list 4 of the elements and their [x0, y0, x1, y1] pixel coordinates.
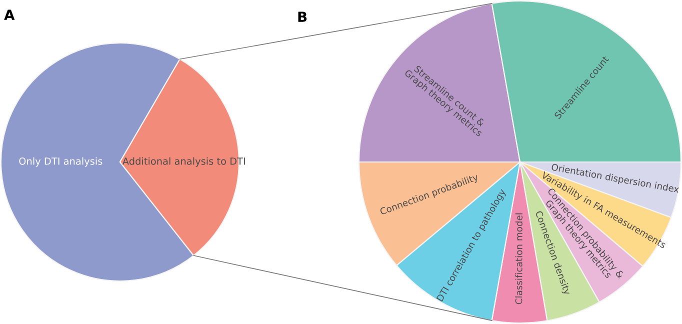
chart-title: A	[4, 10, 15, 20]
slice-label: Classification model	[515, 213, 522, 304]
text: B	[298, 12, 307, 22]
slice-label: Only DTI analysis	[19, 157, 102, 167]
